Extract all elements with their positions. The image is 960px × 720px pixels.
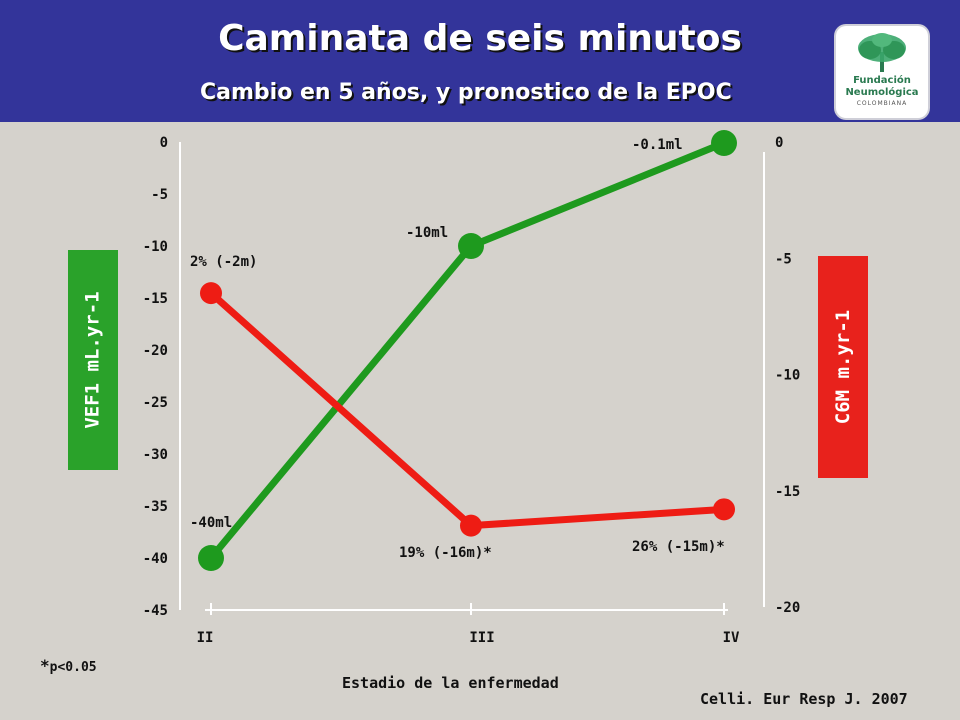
series-lines (208, 139, 726, 561)
logo-line-3: COLOMBIANA (856, 100, 908, 107)
footnote-text: p<0.05 (49, 660, 97, 675)
data-label: -10ml (406, 225, 448, 241)
fundacion-logo: Fundación Neumológica COLOMBIANA (836, 26, 928, 118)
left-tick-label: -45 (143, 603, 168, 619)
x-tick-label: III (469, 630, 494, 646)
right-axis-label-text: C6M m.yr-1 (832, 309, 855, 425)
data-label: -40ml (190, 515, 232, 531)
left-tick-label: -10 (143, 239, 168, 255)
left-axis-label-text: VEF1 mL.yr-1 (82, 291, 104, 429)
left-tick-label: -15 (143, 291, 168, 307)
right-tick-label: -5 (775, 251, 792, 267)
right-axis-label: C6M m.yr-1 (818, 256, 868, 478)
series-line-vef1 (208, 139, 726, 561)
left-tick-label: -25 (143, 395, 168, 411)
data-labels: -40ml -10ml -0.1ml 2% (-2m) 19% (-16m)* 26% (… (190, 137, 725, 561)
right-tick-label: -15 (775, 484, 800, 500)
right-tick-label: -20 (775, 600, 800, 616)
x-axis-ticks: II III IV (197, 630, 740, 646)
title-banner (0, 0, 960, 122)
left-tick-label: -40 (143, 551, 168, 567)
right-tick-label: 0 (775, 135, 783, 151)
x-tick-label: IV (723, 630, 740, 646)
data-point (460, 514, 482, 537)
data-point (713, 498, 735, 521)
data-label: 26% (-15m)* (632, 539, 725, 555)
footnote-star: * (40, 656, 50, 675)
left-axis-label: VEF1 mL.yr-1 (68, 250, 118, 470)
chart-axes (179, 142, 765, 615)
left-tick-label: -5 (151, 187, 168, 203)
citation: Celli. Eur Resp J. 2007 (700, 690, 908, 708)
tree-icon (858, 33, 906, 72)
slide-title: Caminata de seis minutos (218, 18, 742, 59)
slide-subtitle: Cambio en 5 años, y pronostico de la EPO… (200, 80, 732, 105)
logo-line-2: Neumológica (845, 87, 919, 98)
x-axis-label: Estadio de la enfermedad (342, 674, 559, 692)
footnote: *p<0.05 (40, 656, 97, 675)
logo-line-1: Fundación (853, 75, 911, 86)
x-tick-label: II (197, 630, 214, 646)
data-point (200, 282, 222, 305)
left-tick-label: -20 (143, 343, 168, 359)
left-tick-label: 0 (160, 135, 168, 151)
data-label: -0.1ml (632, 137, 683, 153)
series-points (198, 130, 737, 571)
series-line-c6m (208, 290, 725, 530)
data-point (711, 130, 737, 157)
data-point (458, 233, 484, 259)
data-label: 2% (-2m) (190, 254, 257, 270)
right-tick-label: -10 (775, 368, 800, 384)
left-tick-label: -35 (143, 499, 168, 515)
left-tick-label: -30 (143, 447, 168, 463)
left-axis-ticks: 0 -5 -10 -15 -20 -25 -30 -35 -40 -45 (143, 135, 168, 619)
data-label: 19% (-16m)* (399, 545, 492, 561)
data-point (198, 545, 224, 571)
right-axis-ticks: 0 -5 -10 -15 -20 (775, 135, 800, 616)
